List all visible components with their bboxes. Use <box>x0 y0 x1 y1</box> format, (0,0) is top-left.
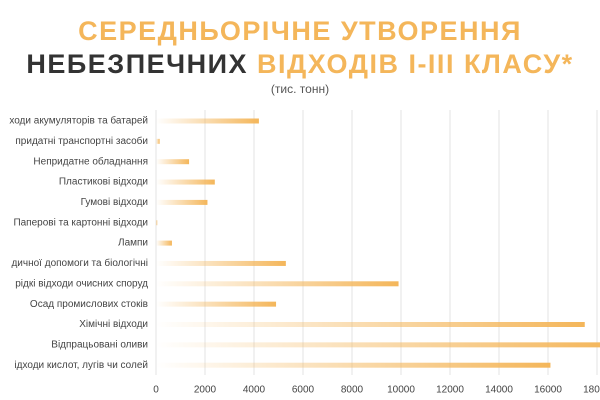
y-tick-label: Осад промислових стоків <box>30 299 148 310</box>
y-tick-label: Пластикові відходи <box>59 177 148 188</box>
subtitle: (тис. тонн) <box>271 82 329 96</box>
chart-title: СЕРЕДНЬОРІЧНЕ УТВОРЕННЯ <box>78 16 522 46</box>
bar <box>156 179 215 185</box>
y-tick-label: придатні транспортні засоби <box>15 135 148 147</box>
bar <box>156 342 600 348</box>
y-tick-label: ідходи кислот, лугів чи солей <box>14 360 148 371</box>
title-accent: ВІДХОДІВ І-ІІІ КЛАСУ* <box>257 49 574 79</box>
y-tick-label: дичної допомоги та біологічні <box>11 257 148 269</box>
x-tick-label: 12000 <box>436 385 464 396</box>
bar <box>156 362 551 368</box>
y-tick-label: рідкі відходи очисних споруд <box>15 278 148 289</box>
y-tick-label: ходи акумуляторів та батарей <box>9 115 148 127</box>
x-tick-label: 18000 <box>583 385 600 396</box>
y-tick-label: Гумові відходи <box>81 197 148 208</box>
x-tick-label: 0 <box>153 385 159 396</box>
x-tick-label: 8000 <box>341 385 364 396</box>
y-tick-label: Відпрацьовані оливи <box>51 339 148 350</box>
x-tick-label: 4000 <box>243 385 266 396</box>
bar <box>156 138 160 144</box>
x-tick-label: 2000 <box>194 385 217 396</box>
x-tick-label: 10000 <box>387 385 415 396</box>
bar <box>156 159 190 165</box>
y-tick-label: Хімічні відходи <box>79 319 148 330</box>
bar <box>156 118 259 124</box>
bar <box>156 240 172 246</box>
bar <box>156 281 399 287</box>
y-tick-label: Паперові та картонні відходи <box>13 217 148 228</box>
y-tick-label: Лампи <box>118 238 148 249</box>
chart-title-line2: НЕБЕЗПЕЧНИХ ВІДХОДІВ І-ІІІ КЛАСУ* <box>26 49 573 79</box>
bar <box>156 199 208 205</box>
y-tick-label: Непридатне обладнання <box>33 155 148 167</box>
x-tick-label: 6000 <box>292 385 315 396</box>
bar <box>156 220 158 226</box>
bar <box>156 301 277 307</box>
bar <box>156 322 585 327</box>
x-tick-label: 14000 <box>485 385 513 396</box>
bar <box>156 260 286 266</box>
x-tick-label: 16000 <box>534 385 562 396</box>
title-dark: НЕБЕЗПЕЧНИХ <box>26 49 248 79</box>
